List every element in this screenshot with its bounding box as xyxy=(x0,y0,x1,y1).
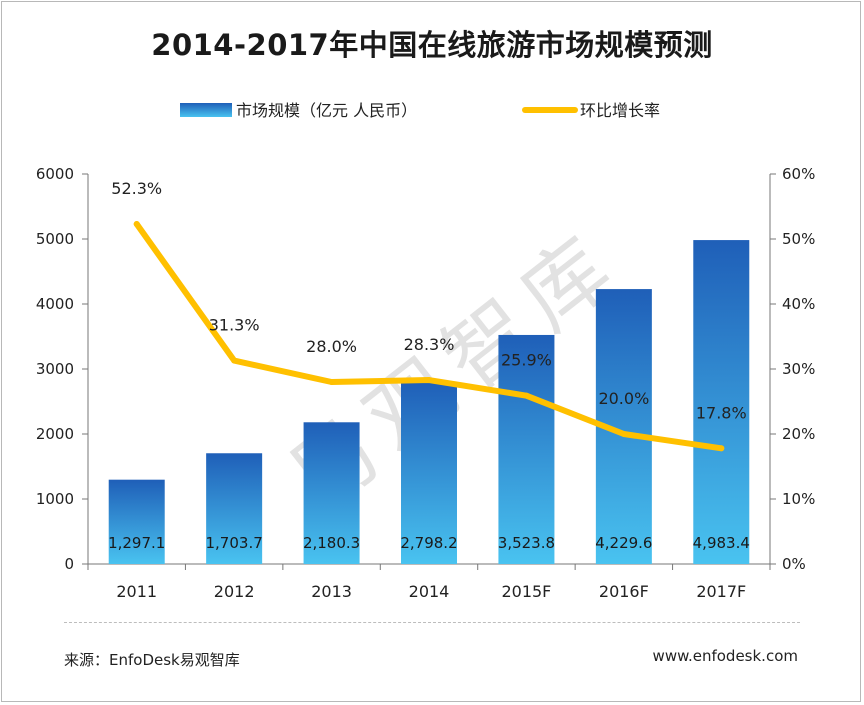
growth-point xyxy=(426,377,432,384)
growth-data-label: 28.0% xyxy=(306,337,357,356)
bar-data-label: 4,229.6 xyxy=(595,534,652,552)
growth-data-label: 25.9% xyxy=(501,351,552,370)
growth-point xyxy=(523,392,530,399)
legend-line-label: 环比增长率 xyxy=(580,101,660,120)
bars xyxy=(108,240,750,565)
bar-data-label: 2,180.3 xyxy=(303,534,360,552)
x-tick-label: 2011 xyxy=(116,582,157,601)
left-tick-label: 4000 xyxy=(36,295,74,313)
left-tick-label: 6000 xyxy=(36,165,74,183)
bar xyxy=(206,453,263,564)
right-tick-label: 10% xyxy=(782,490,815,508)
x-tick-label: 2017F xyxy=(696,582,746,601)
chart-title: 2014-2017年中国在线旅游市场规模预测 xyxy=(151,28,713,62)
website-text: www.enfodesk.com xyxy=(652,647,798,665)
bar-data-label: 2,798.2 xyxy=(400,534,457,552)
source-text: 来源：EnfoDesk易观智库 xyxy=(64,651,240,669)
bar xyxy=(498,334,555,564)
legend-bar-label: 市场规模（亿元 人民币） xyxy=(236,101,417,120)
footer-separator xyxy=(64,622,800,623)
x-tick-label: 2014 xyxy=(409,582,450,601)
growth-labels: 52.3% 31.3% 28.0% 28.3% 25.9% 20.0% 17.8% xyxy=(111,179,746,422)
x-tick-label: 2015F xyxy=(501,582,551,601)
right-tick-label: 40% xyxy=(782,295,815,313)
right-tick-label: 20% xyxy=(782,425,815,443)
left-tick-label: 0 xyxy=(64,555,74,573)
left-tick-label: 5000 xyxy=(36,230,74,248)
legend: 市场规模（亿元 人民币） 环比增长率 xyxy=(180,101,660,120)
growth-line-layer xyxy=(133,221,725,452)
bar xyxy=(401,382,457,564)
bar xyxy=(303,422,360,564)
growth-point xyxy=(620,431,627,437)
x-tick-label: 2013 xyxy=(311,582,352,601)
x-tick-label: 2012 xyxy=(214,582,255,601)
bar xyxy=(693,240,750,565)
bar-data-label: 3,523.8 xyxy=(498,534,555,552)
bar xyxy=(108,479,165,564)
left-tick-label: 1000 xyxy=(36,490,74,508)
right-tick-label: 50% xyxy=(782,230,815,248)
bar-data-label: 1,297.1 xyxy=(108,534,165,552)
bar-labels: 1,297.1 1,703.7 2,180.3 2,798.2 3,523.8 4,229… xyxy=(108,534,750,552)
bar-data-label: 4,983.4 xyxy=(693,534,750,552)
right-tick-label: 30% xyxy=(782,360,815,378)
x-tick-label: 2016F xyxy=(599,582,649,601)
bar-data-label: 1,703.7 xyxy=(206,534,263,552)
left-tick-label: 2000 xyxy=(36,425,74,443)
growth-point xyxy=(328,379,335,385)
growth-data-label: 31.3% xyxy=(209,316,260,335)
growth-data-label: 20.0% xyxy=(598,389,649,408)
growth-data-label: 28.3% xyxy=(404,335,455,354)
right-tick-label: 60% xyxy=(782,165,815,183)
growth-point xyxy=(231,357,238,364)
growth-data-label: 52.3% xyxy=(111,179,162,198)
right-tick-label: 0% xyxy=(782,555,806,573)
left-tick-label: 3000 xyxy=(36,360,74,378)
growth-data-label: 17.8% xyxy=(696,403,747,422)
legend-bar-swatch xyxy=(180,103,232,117)
growth-point xyxy=(718,445,725,452)
growth-point xyxy=(133,221,140,228)
